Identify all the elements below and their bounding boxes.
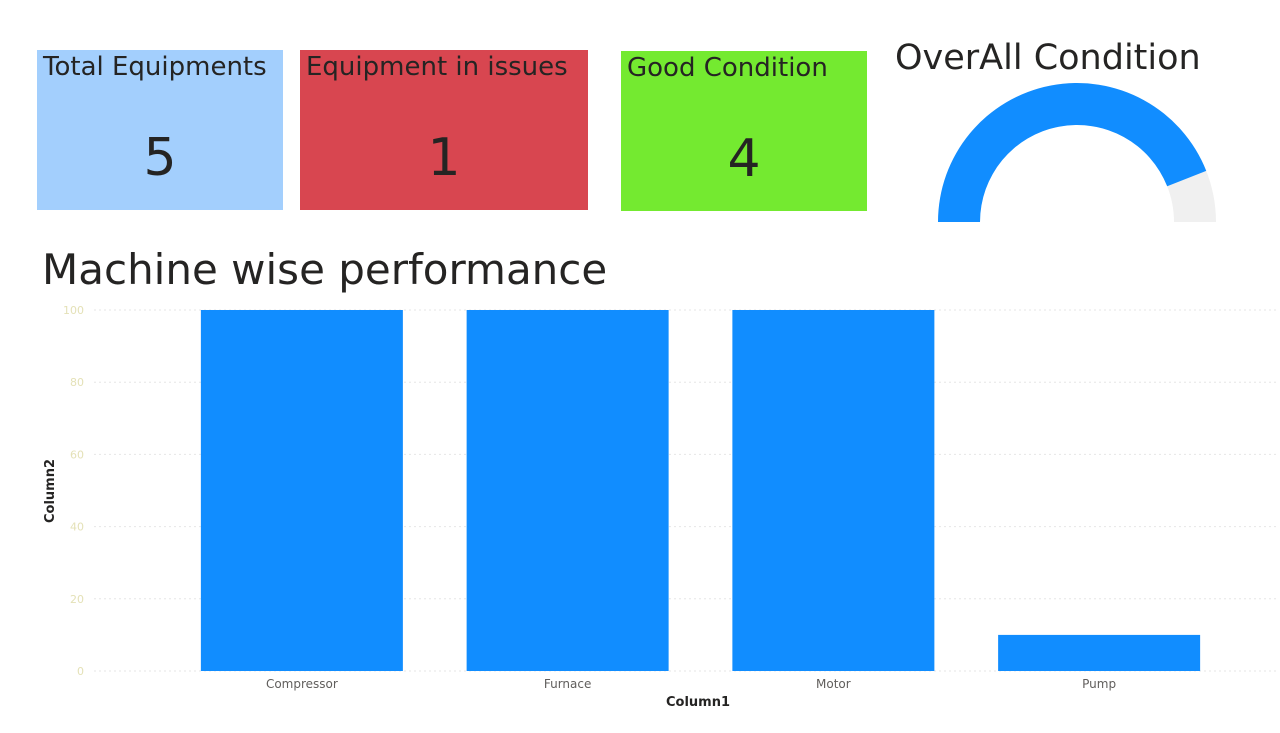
y-tick-label: 20	[70, 593, 84, 606]
bar-motor[interactable]	[732, 310, 935, 671]
good-condition-card[interactable]: Good Condition 4	[621, 51, 867, 211]
equipment-in-issues-value: 1	[427, 128, 461, 188]
y-tick-label: 60	[70, 448, 84, 461]
y-tick-label: 40	[70, 521, 84, 534]
total-equipments-card[interactable]: Total Equipments 5	[37, 50, 283, 210]
good-condition-label: Good Condition	[627, 53, 828, 83]
equipment-in-issues-label: Equipment in issues	[306, 52, 568, 82]
x-tick-label: Compressor	[266, 677, 338, 691]
total-equipments-label: Total Equipments	[43, 52, 267, 82]
bar-pump[interactable]	[998, 634, 1201, 671]
x-tick-label: Pump	[1082, 677, 1116, 691]
x-tick-label: Motor	[816, 677, 851, 691]
bar-compressor[interactable]	[200, 310, 403, 671]
chart-title: Machine wise performance	[42, 245, 608, 294]
y-tick-label: 80	[70, 376, 84, 389]
x-axis-title: Column1	[666, 695, 730, 710]
good-condition-value: 4	[727, 129, 761, 189]
overall-condition-title: OverAll Condition	[895, 38, 1201, 78]
y-tick-label: 0	[77, 665, 84, 678]
x-tick-label: Furnace	[544, 677, 592, 691]
equipment-in-issues-card[interactable]: Equipment in issues 1	[300, 50, 588, 210]
y-axis-title: Column2	[43, 459, 58, 523]
overall-condition-gauge[interactable]	[930, 80, 1230, 230]
gauge-fill	[938, 83, 1207, 222]
total-equipments-value: 5	[143, 128, 177, 188]
y-tick-label: 100	[63, 304, 84, 317]
bar-furnace[interactable]	[466, 310, 669, 671]
machine-performance-chart[interactable]: 0 20 40 60 80 100 Compressor Furnace Motor Pump Co…	[0, 295, 1280, 733]
